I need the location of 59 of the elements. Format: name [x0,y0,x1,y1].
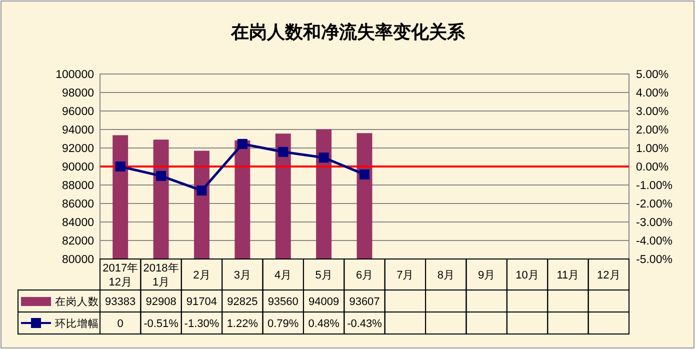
data-label: 0.48% [308,318,340,330]
point [196,186,207,196]
x-tick-label: 5月 [315,270,332,282]
y-tick-label: 90000 [62,162,94,174]
data-label: 0 [117,318,124,330]
y-tick-label: 88000 [62,180,94,192]
point [278,146,288,157]
point [115,162,126,172]
y-tick-label: 84000 [62,217,94,229]
data-label: 94009 [308,296,340,308]
y2-tick-label: -2.00% [636,198,672,210]
x-tick-label: 7月 [396,270,414,282]
point [318,152,329,163]
x-tick-label: 4月 [274,270,292,282]
x-tick-label: 6月 [356,270,374,282]
y2-tick-label: -3.00% [636,217,672,229]
y-tick-label: 80000 [62,254,94,266]
data-label: -0.51% [144,318,179,330]
legend-label: 环比增幅 [55,317,99,330]
data-label: 1.22% [226,318,258,330]
data-label: 92908 [146,296,176,308]
y-tick-label: 86000 [62,198,94,210]
point [237,138,248,149]
y2-tick-label: -1.00% [636,180,672,192]
x-tick-label: 3月 [234,270,251,282]
y2-tick-label: 4.00% [636,88,669,100]
x-tick-label: 11月 [556,270,580,282]
y2-tick-label: -5.00% [636,254,672,266]
data-label: 91704 [186,296,218,308]
point [360,169,370,180]
data-label: 92825 [227,296,258,308]
y2-tick-label: 1.00% [636,143,669,155]
y2-tick-label: -4.00% [636,236,672,248]
x-tick-label: 12月 [597,270,620,282]
y2-tick-label: 3.00% [636,106,669,118]
y-tick-label: 92000 [62,143,94,155]
x-tick-label: 2017年 12月 [102,262,138,288]
x-tick-label: 2月 [193,270,210,282]
data-label: -1.30% [184,318,220,330]
y-tick-label: 96000 [62,106,94,118]
data-label: 93383 [105,296,136,308]
y-tick-label: 100000 [56,69,94,81]
data-label: -0.43% [347,318,382,330]
data-label: 0.79% [268,318,299,330]
y2-tick-label: 5.00% [636,69,669,81]
legend-label: 在岗人数 [55,295,99,308]
point [156,170,166,181]
y2-tick-label: 2.00% [636,124,669,136]
x-tick-label: 2018年 1月 [143,262,179,288]
x-tick-label: 9月 [478,270,496,282]
y2-tick-label: 0.00% [636,162,669,174]
data-label: 93607 [349,296,380,308]
x-tick-label: 10月 [516,270,539,282]
y-tick-label: 98000 [62,88,94,100]
y-tick-label: 82000 [62,236,94,248]
y-tick-label: 94000 [62,124,94,136]
x-tick-label: 8月 [437,270,454,282]
chart-title: 在岗人数和净流失率变化关系 [230,22,466,42]
data-label: 93560 [268,296,298,308]
